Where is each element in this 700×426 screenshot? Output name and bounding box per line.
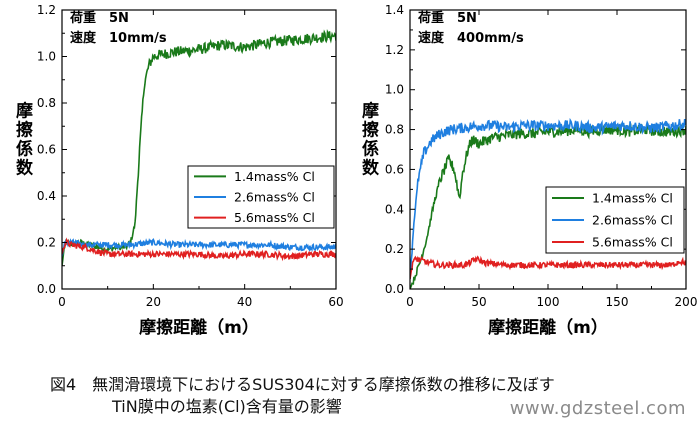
series-line-2 xyxy=(62,238,336,257)
series-line-3 xyxy=(410,255,686,280)
y-tick-label: 0.2 xyxy=(37,236,56,250)
y-axis-label: 摩擦係数 xyxy=(358,100,379,177)
y-tick-label: 1.2 xyxy=(385,43,404,57)
legend-label-3: 5.6mass% Cl xyxy=(592,235,673,250)
x-tick-label: 0 xyxy=(406,295,414,309)
x-tick-label: 50 xyxy=(471,295,486,309)
series-line-3 xyxy=(62,237,336,262)
figure-caption: 図4 無潤滑環境下におけるSUS304に対する摩擦係数の推移に及ぼす TiN膜中… xyxy=(50,374,690,418)
x-tick-label: 150 xyxy=(606,295,629,309)
annotation-1: 荷重 5N xyxy=(69,10,129,26)
y-tick-label: 0.2 xyxy=(385,242,404,256)
legend-label-2: 2.6mass% Cl xyxy=(234,190,315,205)
y-tick-label: 0.0 xyxy=(385,282,404,296)
annotation-1: 荷重 5N xyxy=(417,10,477,26)
y-tick-label: 0.4 xyxy=(385,202,404,216)
legend-label-1: 1.4mass% Cl xyxy=(592,191,673,206)
watermark: www.gdzsteel.com xyxy=(509,398,686,419)
legend-label-2: 2.6mass% Cl xyxy=(592,213,673,228)
chart-panel-1: 0.0 0.2 0.4 0.6 0.8 1.0 1.2 0 20 40 60 摩擦距離（m） 摩擦係数 荷… xyxy=(12,3,344,338)
y-tick-label: 0.6 xyxy=(385,162,404,176)
y-axis-label: 摩擦係数 xyxy=(12,100,33,177)
x-tick-label: 100 xyxy=(537,295,560,309)
series-line-1 xyxy=(62,28,336,266)
y-tick-label: 0.0 xyxy=(37,282,56,296)
caption-line-2: TiN膜中の塩素(Cl)含有量の影響 xyxy=(112,397,342,416)
y-tick-label: 1.0 xyxy=(37,50,56,64)
x-tick-label: 0 xyxy=(58,295,66,309)
y-tick-label: 1.0 xyxy=(385,83,404,97)
y-tick-label: 0.6 xyxy=(37,143,56,157)
caption-line-1: 図4 無潤滑環境下におけるSUS304に対する摩擦係数の推移に及ぼす xyxy=(50,375,555,394)
legend-label-3: 5.6mass% Cl xyxy=(234,210,315,225)
x-tick-label: 40 xyxy=(237,295,252,309)
x-tick-label: 60 xyxy=(328,295,343,309)
y-tick-label: 0.8 xyxy=(37,96,56,110)
annotation-2: 速度 10mm/s xyxy=(70,30,167,46)
series-line-2 xyxy=(410,117,686,280)
legend-label-1: 1.4mass% Cl xyxy=(234,169,315,184)
x-axis-label: 摩擦距離（m） xyxy=(139,317,259,338)
y-tick-label: 0.8 xyxy=(385,123,404,137)
x-axis-label: 摩擦距離（m） xyxy=(488,317,608,338)
chart-panel-2: 0.0 0.2 0.4 0.6 0.8 1.0 1.2 1.4 0 50 100 150 200 摩擦距離… xyxy=(358,3,697,338)
friction-charts: 0.0 0.2 0.4 0.6 0.8 1.0 1.2 0 20 40 60 摩擦距離（m） 摩擦係数 荷… xyxy=(12,3,697,338)
x-tick-label: 200 xyxy=(675,295,698,309)
y-tick-label: 1.4 xyxy=(385,3,404,17)
annotation-2: 速度 400mm/s xyxy=(418,30,524,46)
x-tick-label: 20 xyxy=(146,295,161,309)
y-tick-label: 0.4 xyxy=(37,189,56,203)
y-tick-label: 1.2 xyxy=(37,3,56,17)
